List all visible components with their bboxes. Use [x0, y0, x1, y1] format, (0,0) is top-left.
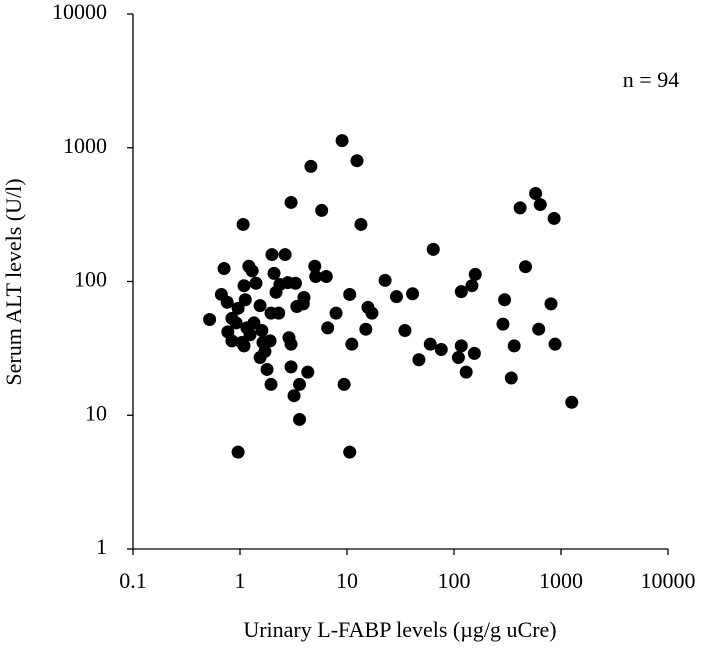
point	[319, 269, 333, 283]
y-axis-label: Serum ALT levels (U/l)	[1, 178, 26, 385]
point	[243, 328, 257, 342]
point	[504, 371, 518, 385]
point	[236, 217, 250, 231]
point	[301, 365, 315, 379]
point	[267, 266, 281, 280]
point	[304, 159, 318, 173]
point	[454, 285, 468, 299]
point	[217, 262, 231, 276]
point	[258, 344, 272, 358]
point	[264, 377, 278, 391]
point	[225, 334, 239, 348]
point	[293, 377, 307, 391]
point	[308, 259, 322, 273]
point	[468, 267, 482, 281]
point	[565, 395, 579, 409]
point	[459, 365, 473, 379]
point	[293, 412, 307, 426]
point	[253, 299, 267, 313]
x-tick-label: 100	[438, 568, 471, 593]
point	[229, 316, 243, 330]
point	[354, 217, 368, 231]
point	[321, 321, 335, 335]
point	[423, 337, 437, 351]
point	[231, 301, 245, 315]
point	[315, 203, 329, 217]
point	[284, 195, 298, 209]
x-tick-label: 10000	[641, 568, 696, 593]
point	[297, 290, 311, 304]
point	[426, 242, 440, 256]
y-tick-label: 1000	[63, 133, 107, 158]
point	[287, 389, 301, 403]
x-axis-label: Urinary L-FABP levels (µg/g uCre)	[243, 617, 556, 642]
point	[406, 287, 420, 301]
point	[345, 337, 359, 351]
point	[412, 353, 426, 367]
y-tick-label: 10	[85, 400, 107, 425]
point	[547, 211, 561, 225]
point	[263, 334, 277, 348]
point	[288, 276, 302, 290]
point	[231, 445, 245, 459]
point	[467, 346, 481, 360]
point	[544, 297, 558, 311]
x-tick-label: 0.1	[119, 568, 147, 593]
point	[284, 360, 298, 374]
x-tick-label: 10	[336, 568, 358, 593]
point	[507, 339, 521, 353]
point	[365, 306, 379, 320]
point	[220, 295, 234, 309]
point	[309, 269, 323, 283]
point	[237, 339, 251, 353]
point	[378, 273, 392, 287]
point	[454, 339, 468, 353]
point	[337, 377, 351, 391]
point	[329, 306, 343, 320]
point	[434, 343, 448, 357]
point	[496, 317, 510, 331]
y-tick-label: 100	[74, 267, 107, 292]
point	[389, 290, 403, 304]
point	[350, 154, 364, 168]
x-tick-label: 1	[235, 568, 246, 593]
point	[249, 276, 263, 290]
point	[359, 322, 373, 336]
annotation: n = 94	[623, 67, 679, 92]
point	[548, 337, 562, 351]
point	[398, 324, 412, 338]
point	[247, 316, 261, 330]
point	[278, 248, 292, 262]
point	[238, 293, 252, 307]
point	[260, 362, 274, 376]
point	[272, 306, 286, 320]
point	[203, 312, 217, 326]
point	[343, 287, 357, 301]
point	[513, 201, 527, 215]
x-tick-label: 1000	[539, 568, 583, 593]
point	[465, 279, 479, 293]
point	[533, 198, 547, 212]
y-tick-label: 10000	[52, 0, 107, 24]
point	[284, 337, 298, 351]
point	[451, 351, 465, 365]
point	[343, 445, 357, 459]
point	[245, 264, 259, 278]
point	[335, 134, 349, 148]
point	[519, 260, 533, 274]
point	[529, 186, 543, 200]
point	[237, 279, 251, 293]
point	[265, 248, 279, 262]
point	[532, 322, 546, 336]
point	[498, 293, 512, 307]
y-tick-label: 1	[96, 534, 107, 559]
